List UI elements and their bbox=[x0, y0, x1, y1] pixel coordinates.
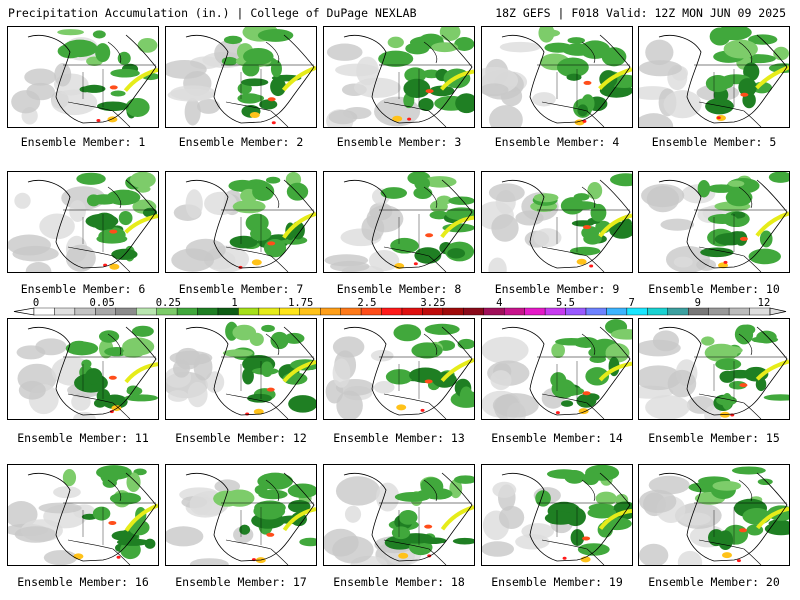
colorbar-swatch bbox=[749, 307, 771, 316]
ensemble-member-map-13 bbox=[323, 318, 475, 420]
ensemble-member-label-14: Ensemble Member: 14 bbox=[491, 431, 623, 445]
run-valid-time: 18Z GEFS | F018 Valid: 12Z MON JUN 09 20… bbox=[495, 6, 786, 20]
colorbar-swatch bbox=[544, 307, 566, 316]
colorbar-swatch bbox=[320, 307, 341, 316]
ensemble-member-label-11: Ensemble Member: 11 bbox=[17, 431, 149, 445]
ensemble-member-map-11 bbox=[7, 318, 159, 420]
ensemble-member-map-16 bbox=[7, 464, 159, 566]
colorbar-swatch bbox=[54, 307, 76, 316]
colorbar-swatch bbox=[708, 307, 730, 316]
colorbar-tick-label: 0.05 bbox=[89, 297, 115, 309]
ensemble-member-label-19: Ensemble Member: 19 bbox=[491, 575, 623, 589]
colorbar-swatch bbox=[197, 307, 219, 316]
ensemble-member-label-1: Ensemble Member: 1 bbox=[20, 135, 146, 149]
ensemble-member-label-10: Ensemble Member: 10 bbox=[648, 282, 780, 296]
ensemble-member-map-20 bbox=[638, 464, 790, 566]
ensemble-member-map-5 bbox=[638, 26, 790, 128]
colorbar-tick-label: 7 bbox=[628, 297, 635, 309]
colorbar-swatch bbox=[156, 307, 178, 316]
colorbar-max-arrow bbox=[769, 307, 787, 316]
ensemble-member-map-4 bbox=[481, 26, 633, 128]
colorbar-swatch bbox=[483, 307, 505, 316]
colorbar-tick-label: 0.25 bbox=[155, 297, 182, 309]
colorbar-swatch bbox=[279, 307, 300, 316]
colorbar-swatch bbox=[728, 307, 750, 316]
colorbar-swatch bbox=[74, 307, 96, 316]
ensemble-member-map-15 bbox=[638, 318, 790, 420]
ensemble-member-map-10 bbox=[638, 171, 790, 273]
map-title: Precipitation Accumulation (in.) | Colle… bbox=[8, 6, 417, 20]
colorbar-swatch bbox=[217, 307, 239, 316]
colorbar-swatch bbox=[95, 307, 116, 316]
colorbar-tick-label: 0 bbox=[32, 297, 40, 309]
ensemble-member-label-13: Ensemble Member: 13 bbox=[333, 431, 465, 445]
colorbar-tick-label: 3.25 bbox=[420, 297, 446, 309]
colorbar-swatch bbox=[667, 307, 689, 316]
colorbar-tick-label: 5.5 bbox=[555, 297, 575, 309]
ensemble-member-label-6: Ensemble Member: 6 bbox=[20, 282, 146, 296]
ensemble-member-map-7 bbox=[165, 171, 317, 273]
ensemble-member-map-17 bbox=[165, 464, 317, 566]
colorbar-swatch bbox=[401, 307, 423, 316]
ensemble-member-map-9 bbox=[481, 171, 633, 273]
colorbar-swatch bbox=[381, 307, 403, 316]
colorbar-tick-label: 2.5 bbox=[357, 297, 377, 309]
colorbar-swatch bbox=[33, 307, 55, 316]
colorbar-swatch bbox=[585, 307, 607, 316]
colorbar-swatch bbox=[360, 307, 382, 316]
ensemble-member-label-5: Ensemble Member: 5 bbox=[651, 135, 777, 149]
ensemble-member-map-12 bbox=[165, 318, 317, 420]
ensemble-member-map-19 bbox=[481, 464, 633, 566]
colorbar-swatch bbox=[442, 307, 464, 316]
ensemble-member-label-4: Ensemble Member: 4 bbox=[494, 135, 620, 149]
colorbar-swatch bbox=[238, 307, 260, 316]
ensemble-member-label-8: Ensemble Member: 8 bbox=[336, 282, 462, 296]
colorbar-min-arrow bbox=[13, 307, 35, 316]
ensemble-member-label-16: Ensemble Member: 16 bbox=[17, 575, 149, 589]
colorbar-swatch bbox=[176, 307, 198, 316]
colorbar-swatch bbox=[136, 307, 157, 316]
ensemble-member-map-2 bbox=[165, 26, 317, 128]
colorbar-swatch bbox=[626, 307, 648, 316]
colorbar-tick-label: 1 bbox=[231, 297, 238, 309]
colorbar-swatch bbox=[647, 307, 668, 316]
ensemble-member-label-3: Ensemble Member: 3 bbox=[336, 135, 462, 149]
ensemble-member-label-12: Ensemble Member: 12 bbox=[175, 431, 307, 445]
colorbar-tick-label: 4 bbox=[496, 297, 503, 309]
colorbar-swatch bbox=[258, 307, 280, 316]
ensemble-member-map-14 bbox=[481, 318, 633, 420]
colorbar-swatch bbox=[340, 307, 362, 316]
ensemble-member-label-18: Ensemble Member: 18 bbox=[333, 575, 465, 589]
colorbar-swatch bbox=[565, 307, 587, 316]
colorbar-swatch bbox=[688, 307, 709, 316]
colorbar-swatch bbox=[463, 307, 484, 316]
ensemble-member-label-15: Ensemble Member: 15 bbox=[648, 431, 780, 445]
ensemble-member-label-20: Ensemble Member: 20 bbox=[648, 575, 780, 589]
ensemble-member-map-3 bbox=[323, 26, 475, 128]
colorbar-tick-label: 9 bbox=[694, 297, 701, 309]
ensemble-member-label-7: Ensemble Member: 7 bbox=[178, 282, 304, 296]
colorbar-swatch bbox=[504, 307, 525, 316]
colorbar-swatch bbox=[115, 307, 137, 316]
colorbar-tick-label: 1.75 bbox=[288, 297, 314, 309]
ensemble-member-label-9: Ensemble Member: 9 bbox=[494, 282, 620, 296]
colorbar-swatch bbox=[606, 307, 628, 316]
colorbar-swatch bbox=[524, 307, 546, 316]
precipitation-colorbar bbox=[13, 307, 787, 316]
colorbar-swatch bbox=[422, 307, 444, 316]
ensemble-member-map-8 bbox=[323, 171, 475, 273]
ensemble-member-label-2: Ensemble Member: 2 bbox=[178, 135, 304, 149]
ensemble-member-map-6 bbox=[7, 171, 159, 273]
ensemble-member-map-18 bbox=[323, 464, 475, 566]
ensemble-member-label-17: Ensemble Member: 17 bbox=[175, 575, 307, 589]
colorbar-swatch bbox=[299, 307, 321, 316]
colorbar-tick-label: 12 bbox=[757, 297, 771, 309]
ensemble-member-map-1 bbox=[7, 26, 159, 128]
